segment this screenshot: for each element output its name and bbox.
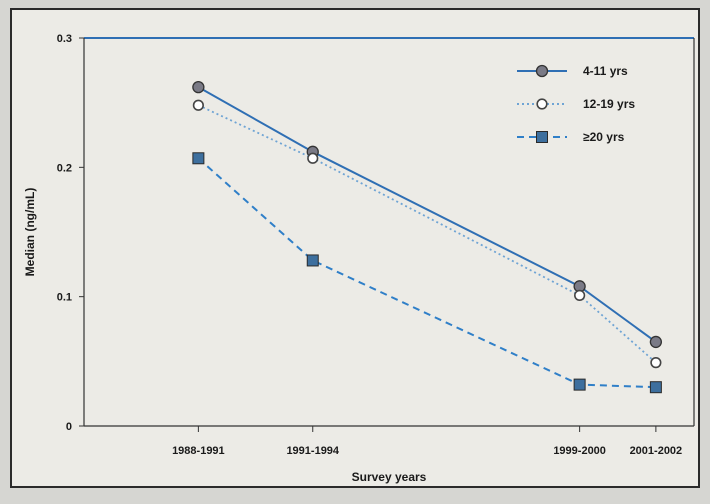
- x-tick-label: 2001-2002: [630, 445, 683, 457]
- data-point: [649, 335, 663, 349]
- axes: 0 0.1 0.2 0.3 1988-1991 1991-1994 1999-2000 200…: [57, 33, 695, 457]
- y-tick-label: 0: [66, 421, 72, 433]
- legend-marker: [536, 131, 548, 143]
- legend-label: 4-11 yrs: [583, 64, 628, 78]
- y-tick-label: 0.2: [57, 162, 72, 174]
- line-chart: 0 0.1 0.2 0.3 1988-1991 1991-1994 1999-2000 200…: [23, 33, 695, 484]
- legend-marker: [536, 98, 548, 110]
- legend-label: ≥20 yrs: [583, 130, 625, 144]
- data-point: [307, 152, 319, 164]
- data-point: [649, 381, 662, 394]
- x-tick-label: 1991-1994: [286, 445, 339, 457]
- legend-label: 12-19 yrs: [583, 97, 635, 111]
- series-line: [197, 104, 657, 364]
- series-layer: [192, 80, 663, 394]
- series-1: [192, 80, 663, 349]
- y-tick-label: 0.3: [57, 33, 72, 45]
- legend-entry-2: 12-19 yrs: [517, 97, 635, 111]
- legend-entry-3: ≥20 yrs: [517, 130, 625, 144]
- data-point: [573, 378, 586, 391]
- x-axis-label: Survey years: [352, 470, 427, 484]
- legend-entry-1: 4-11 yrs: [517, 64, 628, 78]
- y-axis-label: Median (ng/mL): [23, 188, 37, 277]
- data-point: [192, 99, 204, 111]
- x-tick-label: 1988-1991: [172, 445, 225, 457]
- x-tick-label: 1999-2000: [553, 445, 606, 457]
- data-point: [650, 357, 662, 369]
- y-tick-label: 0.1: [57, 292, 72, 304]
- data-point: [192, 152, 205, 165]
- data-point: [574, 289, 586, 301]
- legend-marker: [535, 64, 549, 78]
- series-line: [197, 86, 657, 343]
- series-line: [197, 157, 656, 389]
- chart-frame: 0 0.1 0.2 0.3 1988-1991 1991-1994 1999-2000 200…: [10, 8, 700, 488]
- legend: 4-11 yrs 12-19 yrs ≥20 yrs: [517, 64, 635, 144]
- data-point: [192, 80, 205, 94]
- series-2: [192, 99, 662, 369]
- data-point: [306, 254, 319, 267]
- series-3: [192, 152, 662, 394]
